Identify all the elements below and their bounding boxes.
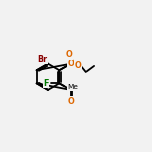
- Text: Br: Br: [37, 55, 47, 64]
- Text: O: O: [65, 50, 72, 59]
- Text: Me: Me: [67, 85, 78, 90]
- Text: O: O: [67, 97, 74, 106]
- Text: O: O: [75, 61, 82, 70]
- Text: F: F: [44, 79, 49, 88]
- Text: O: O: [67, 59, 74, 68]
